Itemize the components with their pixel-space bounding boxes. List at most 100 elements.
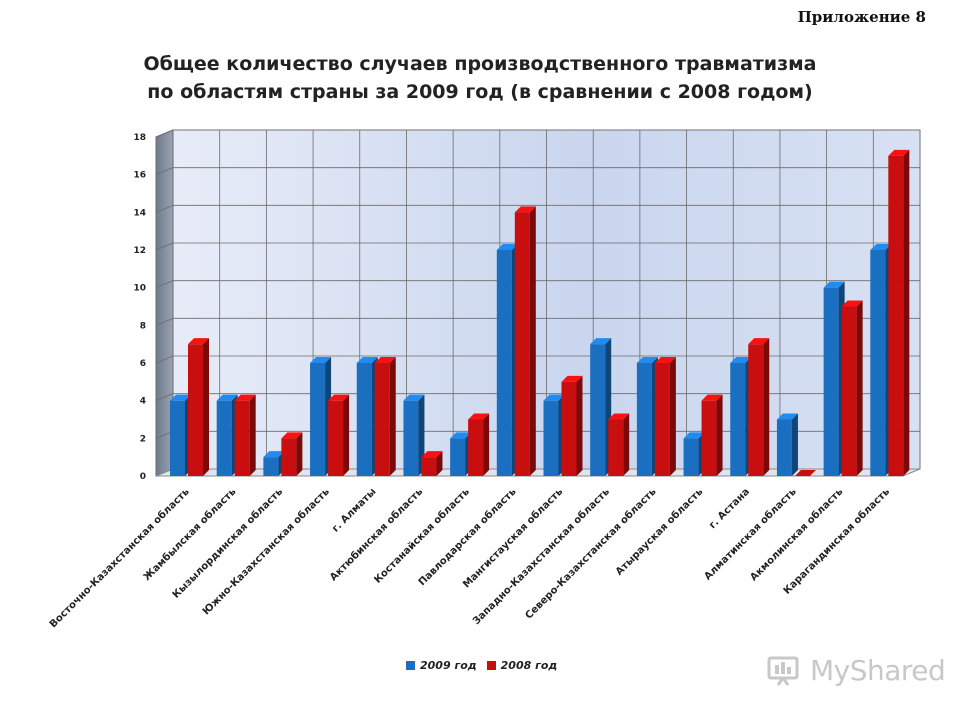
bar-2009 <box>776 413 798 476</box>
bar-2008 <box>374 357 396 476</box>
bar-2008 <box>328 394 350 476</box>
bar-side <box>389 357 396 476</box>
bar-front <box>216 400 232 476</box>
gridline-side <box>155 317 174 326</box>
bar-front <box>514 212 530 477</box>
bar-front <box>561 381 577 476</box>
legend: 2009 год 2008 год <box>406 659 557 672</box>
chart-title: Общее количество случаев производственно… <box>80 50 880 106</box>
bar-front <box>188 344 203 476</box>
x-tick-label: г. Астана <box>707 486 752 531</box>
bar-top <box>608 413 630 420</box>
bar-2009 <box>823 281 845 476</box>
bar-top <box>776 413 798 420</box>
bar-top <box>403 394 425 401</box>
bar-2008 <box>421 451 443 476</box>
bar-side <box>343 394 350 476</box>
bar-side <box>903 149 910 477</box>
bar-front <box>701 400 717 476</box>
bar-front <box>683 438 699 476</box>
bar-front <box>170 400 185 476</box>
bar-2008 <box>281 432 303 476</box>
x-tick-label: Жамбылская область <box>141 486 238 583</box>
bar-front <box>748 344 764 476</box>
bar-side <box>483 413 490 476</box>
bar-2008 <box>748 338 770 476</box>
bar-2009 <box>636 357 658 476</box>
gridline-side <box>155 167 174 176</box>
bar-top <box>356 357 378 363</box>
bar-2008 <box>468 413 490 476</box>
bar-top <box>636 357 658 363</box>
bar-top <box>188 338 209 345</box>
bar-2009 <box>356 357 378 476</box>
gridline-side <box>155 129 174 138</box>
y-tick-label: 4 <box>140 397 146 407</box>
chart-bars <box>170 149 910 477</box>
bar-front <box>234 400 250 476</box>
bar-front <box>590 344 606 476</box>
gridline-side <box>155 280 174 289</box>
bar-front <box>654 363 670 476</box>
bar-2008 <box>234 394 256 476</box>
bar-top <box>543 394 565 401</box>
y-tick-label: 18 <box>133 133 146 143</box>
bar-front <box>421 457 437 476</box>
bar-2009 <box>590 338 612 476</box>
chart-title-line-1: Общее количество случаев производственно… <box>143 53 817 75</box>
legend-swatch-2009 <box>406 661 415 670</box>
bar-front <box>356 363 372 476</box>
bar-side <box>576 375 583 476</box>
bar-top <box>730 357 752 363</box>
x-tick-label: Костанайская область <box>372 486 472 586</box>
bar-front <box>636 363 652 476</box>
bar-2008 <box>701 394 723 476</box>
bar-top <box>328 394 350 401</box>
bar-top <box>310 357 332 363</box>
y-tick-label: 8 <box>140 321 146 331</box>
bar-front <box>263 457 279 476</box>
bar-top <box>841 300 863 307</box>
gridline-side <box>155 204 174 213</box>
x-tick-label: Алматинская область <box>702 486 799 583</box>
bar-front <box>450 438 466 476</box>
bar-2009 <box>263 451 285 476</box>
bar-front <box>468 419 484 476</box>
bar-top <box>514 206 536 213</box>
bar-top <box>421 451 443 458</box>
bar-side <box>763 338 770 476</box>
bar-2008 <box>561 375 583 476</box>
gridline-side <box>155 355 174 364</box>
bar-side <box>436 451 443 476</box>
bar-top <box>823 281 845 288</box>
bar-side <box>249 394 256 476</box>
bar-front <box>888 155 904 477</box>
y-tick-label: 16 <box>133 171 146 181</box>
bar-top <box>496 244 518 250</box>
bar-top <box>234 394 256 401</box>
bar-2009 <box>730 357 752 476</box>
bar-front <box>374 363 390 476</box>
y-tick-label: 2 <box>140 434 146 444</box>
x-tick-label: г. Алматы <box>330 486 378 534</box>
x-tick-label: Атырауская область <box>613 486 705 578</box>
bar-front <box>281 438 297 476</box>
bar-side <box>203 338 209 476</box>
bar-side <box>296 432 303 476</box>
bar-front <box>496 250 512 476</box>
x-tick-label: Акмолинская область <box>748 486 846 584</box>
bar-top <box>263 451 285 458</box>
legend-label-2008: 2008 год <box>500 659 558 672</box>
bar-front <box>823 287 839 476</box>
bar-2008 <box>888 149 910 477</box>
bar-2008 <box>654 357 676 476</box>
legend-swatch-2008 <box>486 661 496 670</box>
bar-2008 <box>841 300 863 476</box>
bar-top <box>170 394 191 401</box>
chart-title-line-2: по областям страны за 2009 год (в сравне… <box>147 81 813 103</box>
y-tick-label: 14 <box>133 208 146 218</box>
bar-side <box>529 206 536 477</box>
legend-label-2009: 2009 год <box>420 659 477 672</box>
gridline-side <box>155 393 174 402</box>
